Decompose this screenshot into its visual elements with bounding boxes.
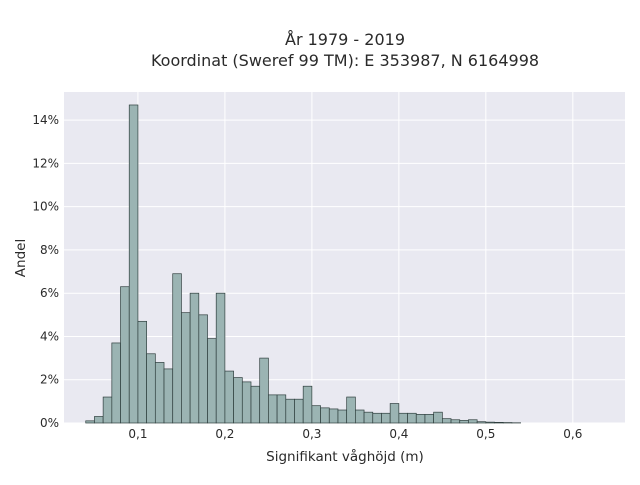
y-tick-label: 14%: [32, 113, 59, 127]
y-tick-label: 6%: [40, 286, 59, 300]
histogram-bar: [329, 409, 338, 423]
histogram-bar: [286, 399, 295, 423]
x-tick-labels: 0,1 0,2 0,3 0,4 0,5 0,6: [128, 427, 582, 441]
x-tick-label: 0,4: [389, 427, 408, 441]
y-axis-label: Andel: [13, 239, 29, 277]
histogram-bar: [251, 386, 260, 423]
chart-title-line-2: Koordinat (Sweref 99 TM): E 353987, N 61…: [151, 51, 539, 70]
x-tick-label: 0,1: [128, 427, 147, 441]
x-tick-label: 0,3: [302, 427, 321, 441]
histogram-bar: [338, 410, 347, 423]
histogram-bar: [364, 412, 373, 423]
histogram-bar: [408, 413, 417, 423]
histogram-bar: [381, 413, 390, 423]
histogram-bar: [199, 315, 208, 423]
histogram-bar: [442, 419, 451, 423]
x-tick-label: 0,6: [563, 427, 582, 441]
y-tick-label: 10%: [32, 200, 59, 214]
histogram-bar: [121, 287, 130, 423]
y-tick-label: 4%: [40, 329, 59, 343]
chart-title-line-1: År 1979 - 2019: [285, 30, 405, 49]
histogram-bar: [303, 386, 312, 423]
histogram-bar: [399, 413, 408, 423]
histogram-bar: [155, 362, 164, 423]
histogram-bar: [164, 369, 173, 423]
histogram-bar: [173, 274, 182, 423]
histogram-bar: [434, 412, 443, 423]
histogram-bar: [347, 397, 356, 423]
histogram-bar: [147, 354, 156, 423]
histogram-bar: [260, 358, 269, 423]
y-tick-labels: 0% 2% 4% 6% 8% 10% 12% 14%: [32, 113, 59, 430]
histogram-bar: [355, 410, 364, 423]
histogram-bar: [129, 105, 138, 423]
histogram-bar: [181, 313, 190, 423]
histogram-bar: [225, 371, 234, 423]
histogram-bar: [468, 420, 477, 423]
histogram-bar: [277, 395, 286, 423]
histogram-bar: [495, 422, 504, 423]
histogram-bar: [321, 408, 330, 423]
histogram-bar: [460, 420, 469, 423]
histogram-bar: [94, 417, 103, 423]
histogram-bar: [294, 399, 303, 423]
histogram-bar: [242, 382, 251, 423]
histogram-bar: [425, 414, 434, 423]
histogram-bar: [451, 420, 460, 423]
histogram-bar: [103, 397, 112, 423]
histogram-bar: [86, 421, 95, 423]
histogram-bar: [138, 321, 147, 423]
histogram-bar: [208, 339, 217, 423]
histogram-bar: [390, 404, 399, 423]
x-axis-label: Signifikant våghöjd (m): [266, 448, 424, 465]
histogram-bar: [216, 293, 225, 423]
y-tick-label: 0%: [40, 416, 59, 430]
histogram-bar: [112, 343, 121, 423]
histogram-bar: [234, 378, 243, 423]
y-tick-label: 12%: [32, 156, 59, 170]
histogram-bar: [268, 395, 277, 423]
histogram-bar: [477, 422, 486, 423]
y-tick-label: 8%: [40, 243, 59, 257]
x-tick-label: 0,5: [476, 427, 495, 441]
histogram-bar: [416, 414, 425, 423]
x-tick-label: 0,2: [215, 427, 234, 441]
histogram-bar: [373, 413, 382, 423]
y-tick-label: 2%: [40, 373, 59, 387]
histogram-bar: [190, 293, 199, 423]
histogram-bar: [312, 406, 321, 423]
histogram-bar: [486, 422, 495, 423]
